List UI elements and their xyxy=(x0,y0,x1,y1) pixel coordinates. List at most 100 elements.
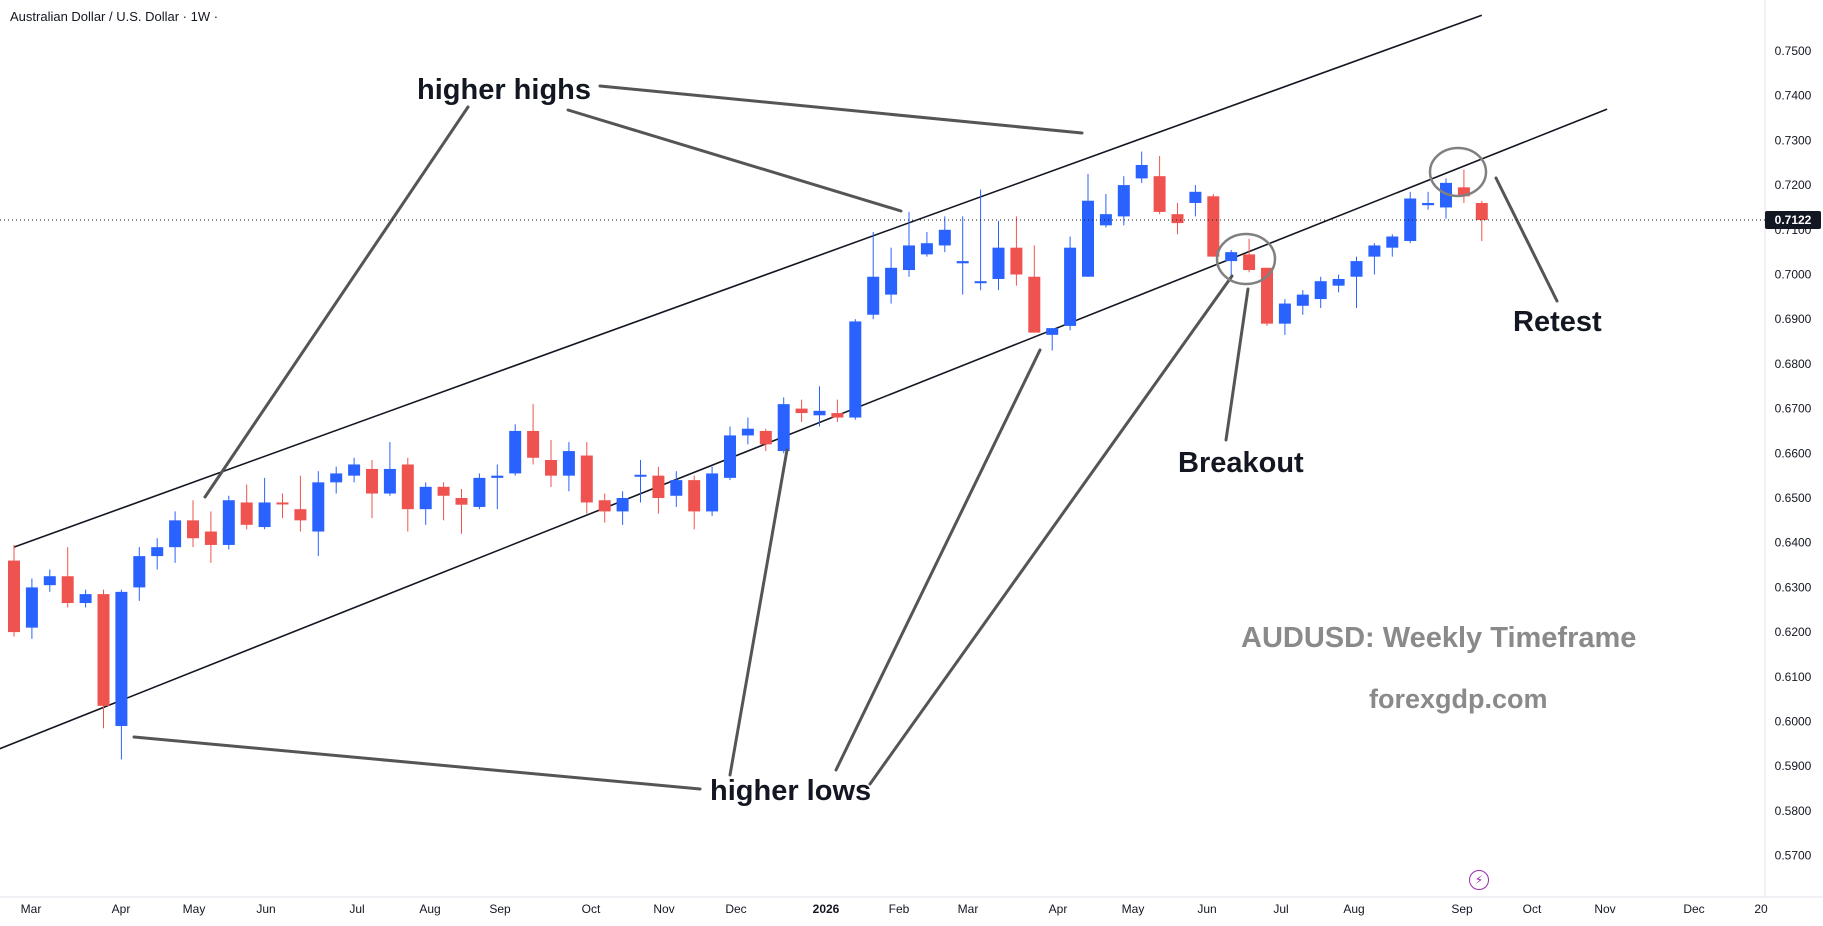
time-tick-label: Nov xyxy=(653,902,674,916)
candle-body xyxy=(1135,164,1148,179)
candle-body xyxy=(598,500,611,512)
time-tick-label: Jul xyxy=(1273,902,1288,916)
bull-candle xyxy=(706,466,719,516)
candle-body xyxy=(580,455,593,503)
bear-candle xyxy=(1028,245,1041,333)
bear-candle xyxy=(688,475,701,530)
candle-body xyxy=(383,468,396,494)
candle-body xyxy=(1261,267,1273,324)
candle-body xyxy=(1010,247,1023,275)
bull-candle xyxy=(1350,256,1363,309)
upper-channel-line[interactable] xyxy=(13,14,1483,548)
bull-candle xyxy=(473,473,486,510)
higher-highs-pointer xyxy=(598,84,1084,135)
candle-body xyxy=(1064,247,1077,326)
bull-candle xyxy=(741,417,754,445)
bull-candle xyxy=(258,477,271,530)
higher-highs-pointer xyxy=(203,105,470,499)
bear-candle xyxy=(204,511,217,563)
price-tick-label: 0.6400 xyxy=(1775,536,1812,550)
bear-candle xyxy=(831,399,844,423)
time-tick-label: 20 xyxy=(1754,902,1768,916)
bull-candle xyxy=(634,460,647,503)
current-price-marker: 0.7122 xyxy=(0,210,1821,229)
candle-body xyxy=(312,482,325,532)
bull-candle xyxy=(43,569,56,592)
candle-body xyxy=(1350,261,1363,277)
candle-body xyxy=(688,480,701,512)
candle-body xyxy=(115,591,128,726)
watermark-title: AUDUSD: Weekly Timeframe xyxy=(1241,622,1636,654)
candle-body xyxy=(473,477,486,507)
candle-body xyxy=(974,281,987,284)
candle-body xyxy=(1153,176,1166,212)
bull-candle xyxy=(509,424,522,476)
candle-body xyxy=(1422,202,1435,206)
candle-body xyxy=(777,404,790,452)
bull-candle xyxy=(1064,236,1077,331)
retest-pointer xyxy=(1494,176,1559,303)
price-axis[interactable]: 0.75000.74000.73000.72000.71000.70000.69… xyxy=(1764,0,1812,897)
bull-candle xyxy=(1314,276,1327,309)
bull-candle xyxy=(670,471,683,507)
higher-highs-pointer xyxy=(566,108,903,213)
time-tick-label: Jun xyxy=(256,902,275,916)
candle-body xyxy=(1082,200,1094,277)
time-tick-label: Feb xyxy=(889,902,910,916)
candle-body xyxy=(1207,196,1220,257)
candle-body xyxy=(849,321,862,418)
bull-candle xyxy=(1278,299,1291,335)
candle-body xyxy=(831,413,844,418)
candle-body xyxy=(1475,202,1488,220)
bull-candle xyxy=(777,397,790,454)
price-tick-label: 0.6200 xyxy=(1775,625,1812,639)
candle-body xyxy=(1171,214,1184,224)
candle-body xyxy=(8,560,20,633)
candle-body xyxy=(634,474,647,477)
bear-candle xyxy=(1243,238,1256,273)
candle-body xyxy=(1332,278,1345,286)
candle-body xyxy=(938,229,951,246)
bull-candle xyxy=(1440,178,1452,219)
bull-candle xyxy=(1296,290,1309,315)
annotations xyxy=(132,84,1559,791)
lightning-icon[interactable]: ⚡ xyxy=(1469,870,1489,890)
time-tick-label: Aug xyxy=(1343,902,1364,916)
price-tick-label: 0.5900 xyxy=(1775,759,1812,773)
candle-body xyxy=(670,480,683,496)
higher-lows-pointer xyxy=(868,274,1234,786)
candle-body xyxy=(1278,303,1291,324)
higher-lows-label: higher lows xyxy=(710,775,871,807)
candle-body xyxy=(97,594,110,706)
bear-candle xyxy=(1207,194,1220,257)
retest-label: Retest xyxy=(1513,306,1602,338)
bull-candle xyxy=(562,442,575,492)
bull-candle xyxy=(115,589,128,760)
trend-channel xyxy=(0,14,1608,757)
bull-candle xyxy=(169,511,182,563)
higher-lows-pointer xyxy=(132,735,702,791)
time-axis[interactable]: Mar Apr May Jun Jul Aug Sep Oct Nov Dec 2026 Feb Mar… xyxy=(0,896,1823,916)
time-tick-label: Apr xyxy=(1049,902,1068,916)
bear-candle xyxy=(1475,200,1488,241)
candle-body xyxy=(455,498,468,505)
time-tick-label: Mar xyxy=(21,902,42,916)
price-tick-label: 0.7200 xyxy=(1775,178,1812,192)
candle-body xyxy=(724,435,736,478)
candle-body xyxy=(1189,191,1202,203)
lower-channel-line[interactable] xyxy=(0,108,1608,757)
price-tick-label: 0.6600 xyxy=(1775,446,1812,460)
bull-candle xyxy=(1368,243,1381,275)
breakout-pointer xyxy=(1224,287,1250,442)
price-tick-label: 0.6300 xyxy=(1775,580,1812,594)
candle-body xyxy=(437,486,450,496)
candle-body xyxy=(1386,236,1399,248)
time-tick-label: Oct xyxy=(1523,902,1542,916)
candles xyxy=(8,151,1488,760)
bull-candle xyxy=(903,211,915,277)
time-tick-label: May xyxy=(1122,902,1145,916)
candle-body xyxy=(759,430,772,445)
bull-candle xyxy=(1332,274,1345,293)
candle-body xyxy=(43,576,56,586)
